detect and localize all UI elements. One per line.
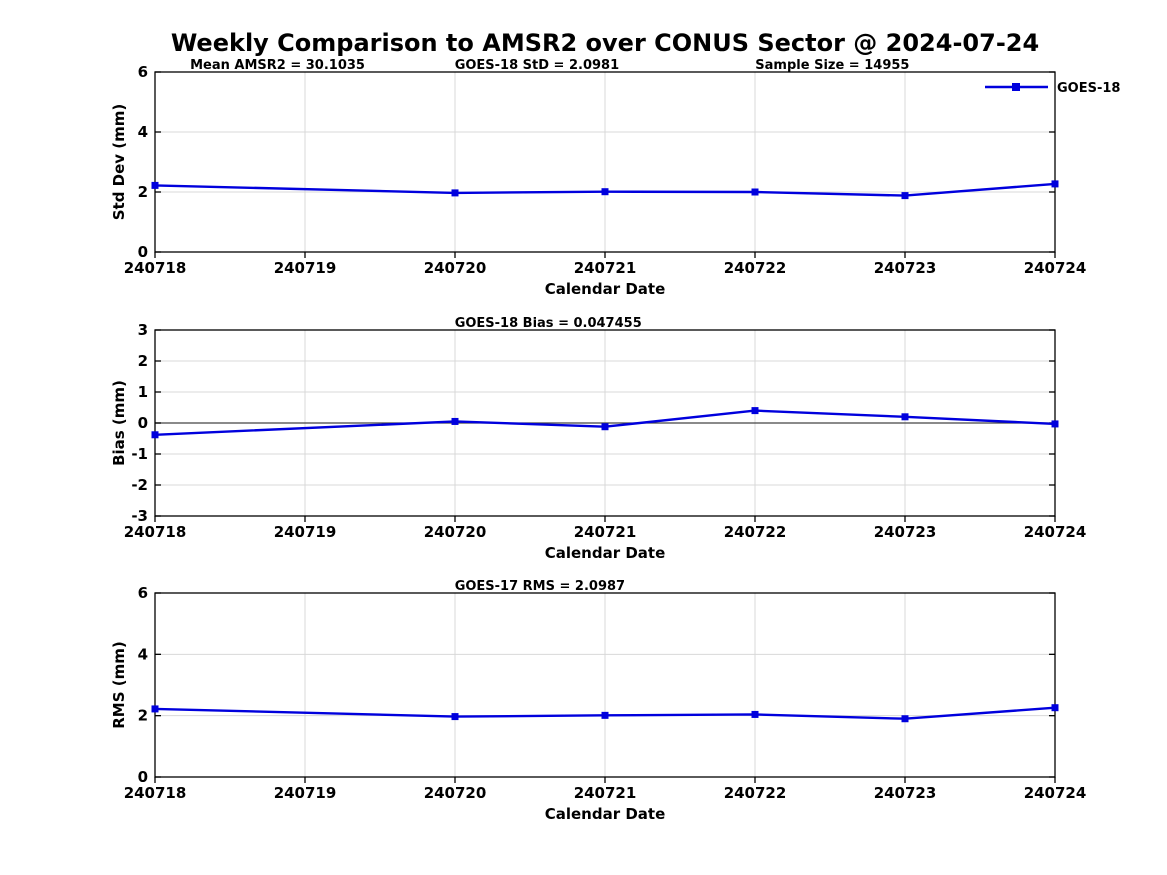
y-tick-label: 3 [138, 321, 148, 339]
y-tick-label: 0 [138, 768, 148, 786]
chart-title: Weekly Comparison to AMSR2 over CONUS Se… [170, 29, 1040, 57]
y-tick-label: -3 [131, 507, 148, 525]
data-marker [901, 192, 909, 200]
x-tick-label: 240720 [424, 259, 487, 277]
data-line [154, 182, 1056, 197]
data-marker [451, 713, 459, 721]
data-marker [1051, 704, 1059, 712]
y-tick-label: 4 [138, 645, 148, 663]
x-tick-label: 240724 [1024, 523, 1087, 541]
annotation-text: Sample Size = 14955 [755, 58, 909, 73]
x-tick-label: 240722 [724, 259, 787, 277]
y-axis-label: Std Dev (mm) [110, 104, 128, 221]
data-marker [901, 715, 909, 723]
x-tick-label: 240722 [724, 523, 787, 541]
x-tick-label: 240720 [424, 784, 487, 802]
x-tick-label: 240723 [874, 523, 937, 541]
y-axis-label: RMS (mm) [110, 641, 128, 728]
data-marker [451, 189, 459, 197]
data-marker [151, 705, 159, 713]
annotation-text: GOES-18 StD = 2.0981 [455, 58, 619, 73]
y-tick-label: -2 [131, 476, 148, 494]
y-tick-label: 2 [138, 707, 148, 725]
y-tick-label: 0 [138, 243, 148, 261]
data-marker [151, 181, 159, 189]
data-marker [1051, 420, 1059, 428]
x-tick-label: 240720 [424, 523, 487, 541]
x-tick-label: 240721 [574, 259, 637, 277]
x-tick-label: 240724 [1024, 259, 1087, 277]
data-marker [1051, 180, 1059, 188]
x-tick-label: 240724 [1024, 784, 1087, 802]
x-tick-label: 240718 [124, 784, 187, 802]
x-tick-label: 240718 [124, 259, 187, 277]
x-tick-label: 240721 [574, 523, 637, 541]
plot-rms: 0 2 4 6 240718 240719 240720 240721 240722 240723… [110, 579, 1086, 823]
y-tick-label: 2 [138, 352, 148, 370]
x-tick-label: 240719 [274, 523, 337, 541]
x-tick-label: 240723 [874, 259, 937, 277]
data-line [154, 706, 1056, 720]
y-tick-label: 0 [138, 414, 148, 432]
data-marker [601, 188, 609, 196]
x-tick-label: 240723 [874, 784, 937, 802]
x-axis-label: Calendar Date [545, 805, 666, 823]
x-axis-label: Calendar Date [545, 280, 666, 298]
plot-bias: -3 -2 -1 0 1 2 3 240718 240719 240720 240721 240722… [110, 316, 1086, 562]
data-marker [751, 710, 759, 718]
data-marker [151, 431, 159, 439]
y-tick-label: 6 [138, 584, 148, 602]
y-axis-label: Bias (mm) [110, 380, 128, 466]
x-axis-label: Calendar Date [545, 544, 666, 562]
x-tick-label: 240719 [274, 784, 337, 802]
data-marker [751, 188, 759, 196]
data-line [154, 409, 1056, 436]
y-tick-label: 6 [138, 63, 148, 81]
data-marker [451, 417, 459, 425]
y-tick-label: 1 [138, 383, 148, 401]
data-marker [751, 407, 759, 415]
legend-marker [1012, 83, 1020, 91]
data-marker [901, 413, 909, 421]
x-tick-label: 240721 [574, 784, 637, 802]
y-tick-label: -1 [131, 445, 148, 463]
y-tick-label: 2 [138, 183, 148, 201]
data-marker [601, 423, 609, 431]
legend-label: GOES-18 [1057, 81, 1120, 96]
x-tick-label: 240718 [124, 523, 187, 541]
y-tick-label: 4 [138, 123, 148, 141]
data-marker [601, 711, 609, 719]
annotation-text: GOES-18 Bias = 0.047455 [455, 316, 642, 331]
annotation-text: GOES-17 RMS = 2.0987 [455, 579, 625, 594]
x-tick-label: 240722 [724, 784, 787, 802]
annotation-text: Mean AMSR2 = 30.1035 [190, 58, 365, 73]
x-tick-label: 240719 [274, 259, 337, 277]
plot-std-dev: 0 2 4 6 240718 240719 240720 240721 240722 240723… [110, 58, 1120, 298]
